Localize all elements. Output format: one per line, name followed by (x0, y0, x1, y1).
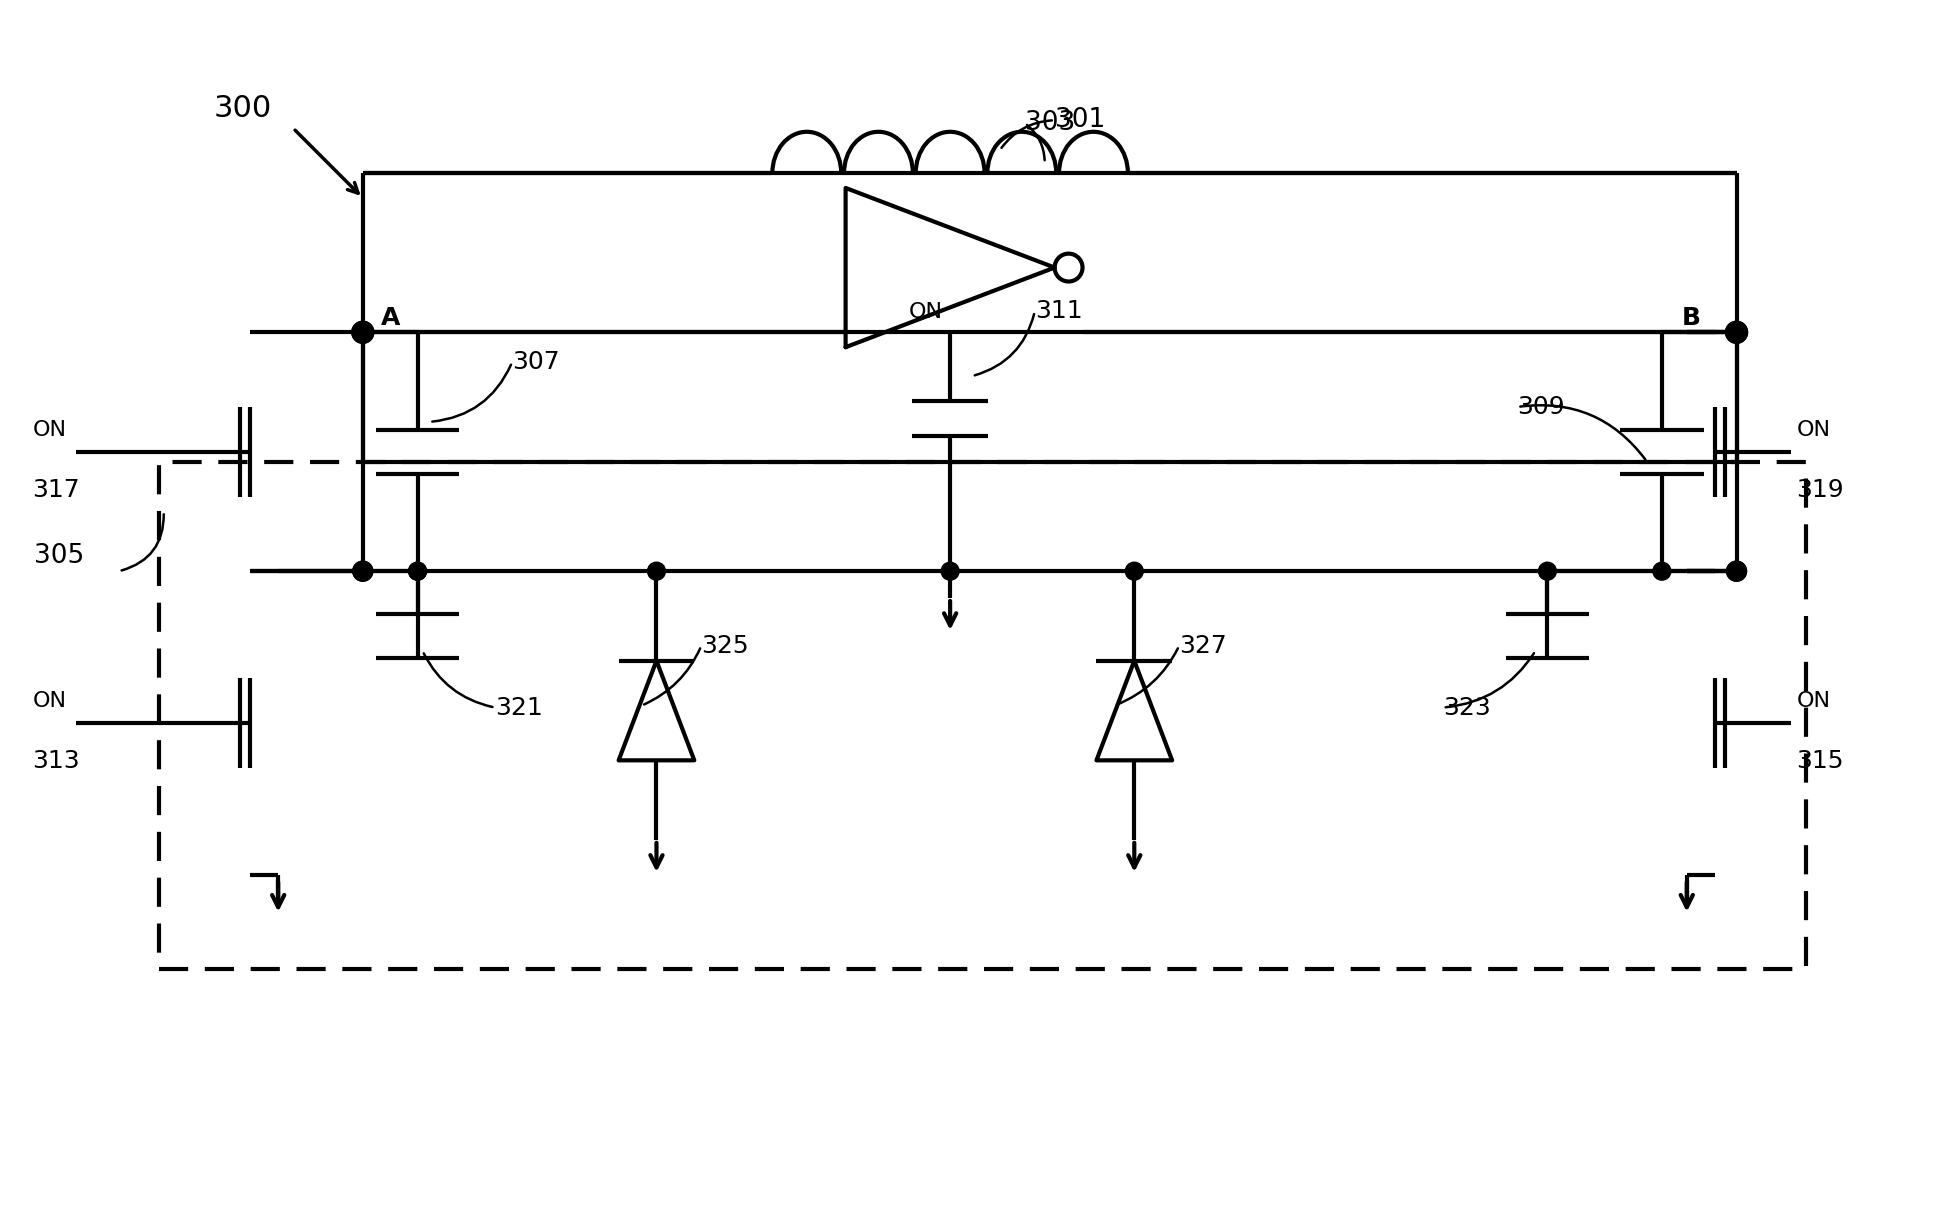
Circle shape (352, 321, 374, 343)
Text: 300: 300 (213, 94, 272, 123)
Circle shape (941, 563, 959, 580)
Text: 307: 307 (513, 351, 560, 374)
Text: 317: 317 (33, 478, 80, 501)
Circle shape (648, 563, 665, 580)
Circle shape (1538, 563, 1556, 580)
Text: 305: 305 (35, 543, 84, 569)
Circle shape (1726, 562, 1746, 581)
Text: 319: 319 (1795, 478, 1843, 501)
Circle shape (1726, 562, 1746, 581)
Text: 327: 327 (1178, 634, 1227, 658)
Bar (159, 462, 1804, 970)
Circle shape (409, 563, 427, 580)
Circle shape (352, 562, 372, 581)
Text: 311: 311 (1033, 299, 1082, 324)
Text: ON: ON (33, 419, 67, 440)
Text: B: B (1681, 306, 1701, 330)
Circle shape (409, 563, 427, 580)
Circle shape (1125, 563, 1143, 580)
Text: ON: ON (33, 691, 67, 711)
Text: ON: ON (1795, 691, 1830, 711)
Text: ON: ON (908, 303, 941, 322)
Text: 309: 309 (1517, 395, 1564, 419)
Text: 313: 313 (33, 749, 80, 772)
Text: 325: 325 (701, 634, 748, 658)
Text: 321: 321 (495, 695, 542, 720)
Circle shape (352, 321, 374, 343)
Text: 301: 301 (1055, 107, 1104, 134)
Text: ON: ON (1795, 419, 1830, 440)
Circle shape (1724, 321, 1746, 343)
Circle shape (352, 562, 372, 581)
Text: 315: 315 (1795, 749, 1843, 772)
Circle shape (1724, 321, 1746, 343)
Text: 323: 323 (1442, 695, 1489, 720)
Text: 303: 303 (1024, 110, 1074, 136)
Text: A: A (380, 306, 399, 330)
Circle shape (1652, 563, 1669, 580)
